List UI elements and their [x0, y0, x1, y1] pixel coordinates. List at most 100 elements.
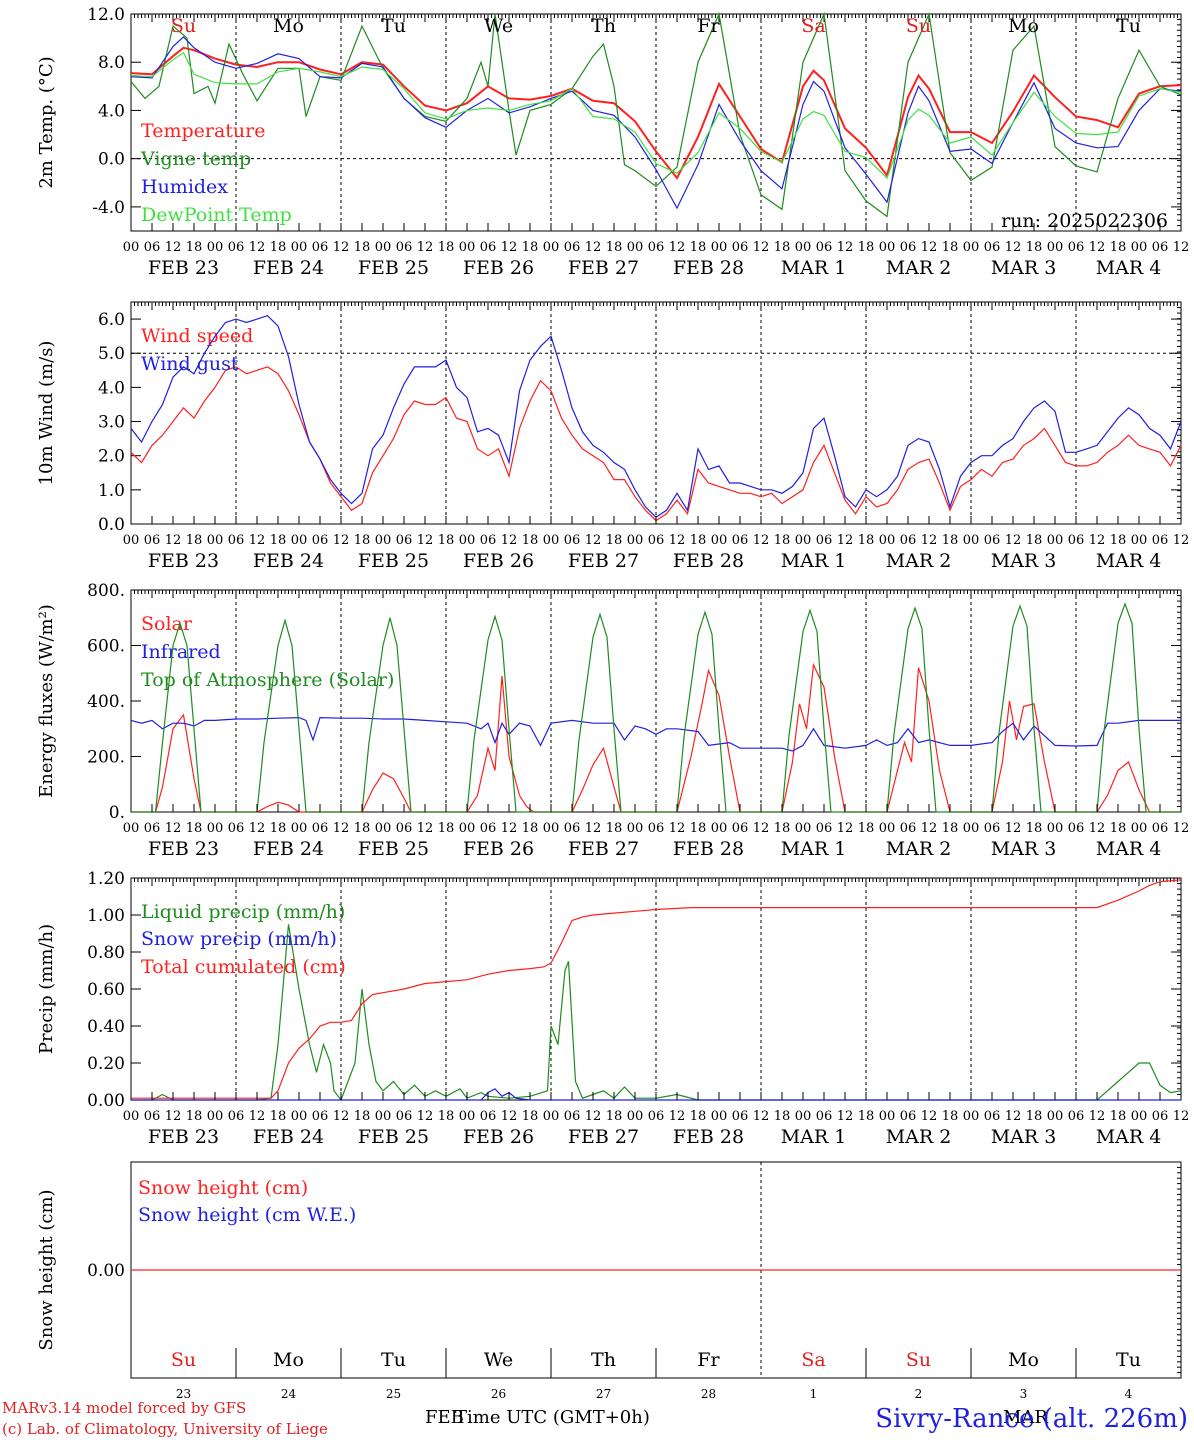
hour-tick-label: 18 [690, 821, 707, 836]
hour-tick-label: 00 [291, 533, 308, 548]
hour-tick-label: 12 [585, 533, 602, 548]
hour-tick-label: 06 [732, 240, 749, 255]
hour-tick-label: 18 [186, 821, 203, 836]
hour-tick-label: 18 [270, 533, 287, 548]
hour-tick-label: 06 [732, 1109, 749, 1124]
hour-tick-label: 06 [228, 533, 245, 548]
panel-snow: 0.00 Snow height (cm) Snow height (cm) Snow… [36, 1161, 1182, 1401]
day-number-label: 4 [1125, 1387, 1133, 1401]
day-number-label: 26 [491, 1387, 506, 1401]
hour-tick-label: 12 [921, 240, 938, 255]
hour-tick-label: 00 [963, 1109, 980, 1124]
hour-tick-label: 18 [1026, 821, 1043, 836]
y-tick-label: 600. [87, 637, 125, 657]
series-line-wind-speed [130, 366, 1182, 522]
y-tick-label: 200. [87, 748, 125, 768]
legend-entry: Humidex [141, 176, 228, 198]
hour-tick-label: 06 [144, 533, 161, 548]
hour-tick-label: 00 [375, 240, 392, 255]
weekday-label-tue: Tu [381, 15, 406, 37]
hour-tick-label: 00 [1047, 533, 1064, 548]
day-number-label: 27 [596, 1387, 611, 1401]
date-label: FEB 28 [673, 838, 744, 860]
series-line-dewpoint-temp [130, 51, 1182, 180]
hour-tick-label: 00 [375, 821, 392, 836]
hour-tick-label: 18 [942, 240, 959, 255]
hour-tick-label: 18 [942, 821, 959, 836]
hour-tick-label: 18 [522, 1109, 539, 1124]
hour-tick-label: 18 [690, 533, 707, 548]
hour-tick-label: 00 [543, 533, 560, 548]
hour-tick-label: 18 [774, 821, 791, 836]
date-label: FEB 26 [463, 257, 534, 279]
legend-entry: Snow precip (mm/h) [141, 928, 337, 950]
hour-tick-label: 12 [1089, 240, 1106, 255]
month-label-feb: FEB [425, 1407, 464, 1428]
hour-tick-label: 18 [438, 1109, 455, 1124]
hour-tick-label: 12 [921, 1109, 938, 1124]
date-label: FEB 26 [463, 550, 534, 572]
hour-tick-label: 06 [1152, 533, 1169, 548]
y-tick-label: 0.40 [87, 1017, 125, 1037]
hour-tick-label: 12 [417, 533, 434, 548]
hour-tick-label: 12 [1089, 1109, 1106, 1124]
hour-tick-label: 06 [480, 533, 497, 548]
hour-tick-label: 00 [795, 1109, 812, 1124]
hour-tick-label: 06 [732, 533, 749, 548]
weekday-label-sat: Sa [801, 15, 825, 37]
hour-tick-label: 06 [900, 1109, 917, 1124]
y-tick-label: 4.0 [98, 101, 125, 121]
series-line-total-cumulated-cm- [131, 879, 1182, 1099]
hour-tick-label: 06 [1068, 240, 1085, 255]
date-label: MAR 2 [886, 550, 952, 572]
footer: MARv3.14 model forced by GFS (c) Lab. of… [2, 1399, 1188, 1438]
y-tick-label: 0. [109, 803, 125, 823]
hour-tick-label: 06 [480, 1109, 497, 1124]
hour-tick-label: 06 [564, 1109, 581, 1124]
hour-tick-label: 12 [837, 240, 854, 255]
hour-tick-label: 06 [900, 533, 917, 548]
hour-tick-label: 00 [207, 821, 224, 836]
weekday-label-sun: Su [171, 1349, 196, 1371]
date-label: MAR 1 [781, 1126, 847, 1148]
hour-tick-label: 00 [375, 1109, 392, 1124]
hour-tick-label: 18 [1026, 1109, 1043, 1124]
credit-line-1: MARv3.14 model forced by GFS [2, 1399, 246, 1417]
date-label: FEB 27 [568, 1126, 639, 1148]
hour-tick-label: 06 [900, 821, 917, 836]
y-axis-title: Energy fluxes (W/m²) [36, 604, 57, 798]
hour-tick-label: 18 [270, 821, 287, 836]
legend-entry: Top of Atmosphere (Solar) [141, 669, 394, 691]
hour-tick-label: 00 [627, 240, 644, 255]
date-label: FEB 27 [568, 550, 639, 572]
hour-tick-label: 06 [732, 821, 749, 836]
hour-tick-label: 00 [963, 533, 980, 548]
hour-tick-label: 18 [522, 240, 539, 255]
hour-tick-label: 00 [459, 821, 476, 836]
hour-tick-label: 00 [711, 533, 728, 548]
y-axis-title: Snow height (cm) [36, 1189, 57, 1350]
hour-tick-label: 18 [774, 1109, 791, 1124]
hour-tick-label: 12 [1173, 821, 1190, 836]
hour-tick-label: 00 [1047, 821, 1064, 836]
hour-tick-label: 18 [270, 1109, 287, 1124]
hour-tick-label: 06 [144, 821, 161, 836]
hour-tick-label: 06 [648, 533, 665, 548]
hour-tick-label: 00 [123, 240, 140, 255]
hour-tick-label: 06 [1152, 1109, 1169, 1124]
y-tick-label: 3.0 [98, 413, 125, 433]
hour-tick-label: 18 [858, 1109, 875, 1124]
hour-tick-label: 18 [942, 1109, 959, 1124]
hour-tick-label: 12 [1173, 533, 1190, 548]
hour-tick-label: 12 [333, 1109, 350, 1124]
hour-tick-label: 06 [648, 1109, 665, 1124]
y-tick-label: 0.20 [87, 1054, 125, 1074]
hour-tick-label: 06 [984, 1109, 1001, 1124]
date-label: MAR 3 [991, 1126, 1057, 1148]
hour-tick-label: 06 [816, 1109, 833, 1124]
weekday-label-fri: Fr [697, 1349, 720, 1371]
hour-tick-label: 12 [249, 1109, 266, 1124]
day-number-label: 2 [915, 1387, 923, 1401]
hour-tick-label: 00 [123, 821, 140, 836]
hour-tick-label: 00 [207, 240, 224, 255]
